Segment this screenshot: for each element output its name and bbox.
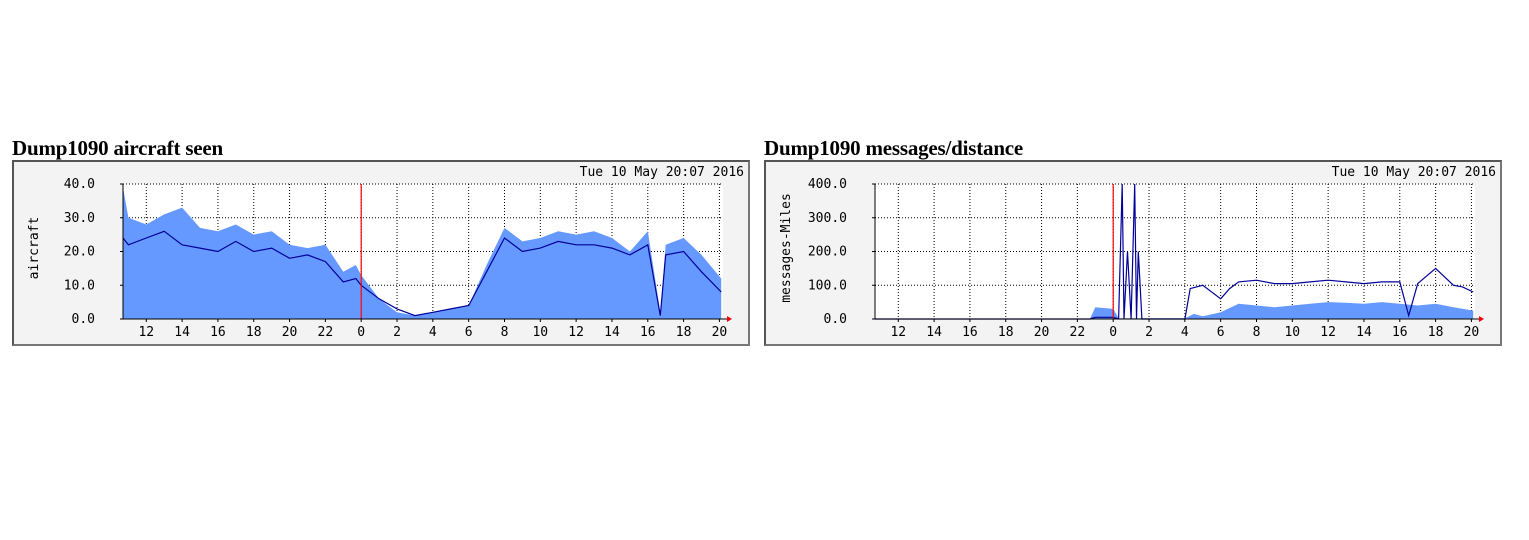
x-tick-label: 4 (1181, 325, 1189, 340)
x-tick-label: 20 (1034, 325, 1050, 340)
y-axis-label: messages-Miles (779, 193, 794, 303)
y-tick-label: 400.0 (808, 177, 847, 192)
line-series (122, 230, 722, 317)
x-tick-label: 2 (393, 325, 401, 340)
x-tick-label: 8 (501, 325, 509, 340)
chart-timestamp: Tue 10 May 20:07 2016 (1332, 165, 1496, 180)
area-series (875, 302, 1474, 319)
y-tick-label: 100.0 (808, 278, 847, 293)
x-tick-label: 12 (568, 325, 584, 340)
x-tick-label: 16 (962, 325, 978, 340)
x-tick-label: 22 (1070, 325, 1086, 340)
x-tick-label: 18 (676, 325, 692, 340)
line-series (875, 183, 1474, 320)
x-tick-label: 12 (1320, 325, 1336, 340)
y-tick-label: 200.0 (808, 245, 847, 260)
y-tick-label: 30.0 (64, 211, 95, 226)
chart-frame: Tue 10 May 20:07 2016 messages-Miles 0.0… (764, 160, 1502, 346)
x-tick-label: 22 (318, 325, 334, 340)
aircraft-seen-panel: Dump1090 aircraft seen Tue 10 May 20:07 … (12, 136, 750, 346)
x-tick-label: 14 (604, 325, 620, 340)
x-tick-label: 16 (640, 325, 656, 340)
x-tick-label: 18 (1428, 325, 1444, 340)
x-tick-label: 2 (1145, 325, 1153, 340)
chart-title: Dump1090 aircraft seen (12, 136, 224, 160)
x-tick-label: 6 (465, 325, 473, 340)
x-tick-label: 20 (712, 325, 728, 340)
messages-distance-panel: Dump1090 messages/distance Tue 10 May 20… (764, 136, 1502, 346)
x-tick-label: 18 (246, 325, 262, 340)
y-tick-label: 0.0 (824, 312, 847, 327)
chart-timestamp: Tue 10 May 20:07 2016 (580, 165, 744, 180)
y-tick-label: 40.0 (64, 177, 95, 192)
x-tick-label: 14 (926, 325, 942, 340)
y-tick-label: 0.0 (72, 312, 95, 327)
aircraft-seen-chart: Tue 10 May 20:07 2016 aircraft 0.010.020… (14, 162, 748, 344)
x-tick-label: 12 (138, 325, 154, 340)
x-tick-label: 16 (210, 325, 226, 340)
x-tick-label: 8 (1253, 325, 1261, 340)
x-tick-label: 4 (429, 325, 437, 340)
x-tick-label: 0 (357, 325, 365, 340)
x-tick-label: 14 (1356, 325, 1372, 340)
x-tick-label: 10 (1284, 325, 1300, 340)
x-tick-label: 12 (890, 325, 906, 340)
axis-arrow (1479, 316, 1484, 322)
y-tick-label: 20.0 (64, 245, 95, 260)
area-series (123, 187, 722, 319)
x-tick-label: 14 (174, 325, 190, 340)
axis-arrow (727, 316, 732, 322)
x-tick-label: 18 (998, 325, 1014, 340)
x-tick-label: 10 (532, 325, 548, 340)
y-axis-label: aircraft (27, 217, 42, 280)
chart-title: Dump1090 messages/distance (764, 136, 1024, 160)
plot-area: 0.0 100.0 200.0 300.0 400.0 12 14 16 18 20 22 0 2 4 6 8… (808, 177, 1484, 340)
x-tick-label: 0 (1109, 325, 1117, 340)
x-tick-label: 6 (1217, 325, 1225, 340)
x-tick-label: 20 (1464, 325, 1480, 340)
x-tick-label: 16 (1392, 325, 1408, 340)
plot-area: 0.0 10.0 20.0 30.0 40.0 12 14 16 18 20 22 0 2 4 6 8 10 12… (64, 177, 732, 340)
messages-distance-chart: Tue 10 May 20:07 2016 messages-Miles 0.0… (766, 162, 1500, 344)
chart-frame: Tue 10 May 20:07 2016 aircraft 0.0 10.0 20… (12, 160, 750, 346)
y-tick-label: 10.0 (64, 278, 95, 293)
y-tick-label: 300.0 (808, 211, 847, 226)
x-tick-label: 20 (282, 325, 298, 340)
